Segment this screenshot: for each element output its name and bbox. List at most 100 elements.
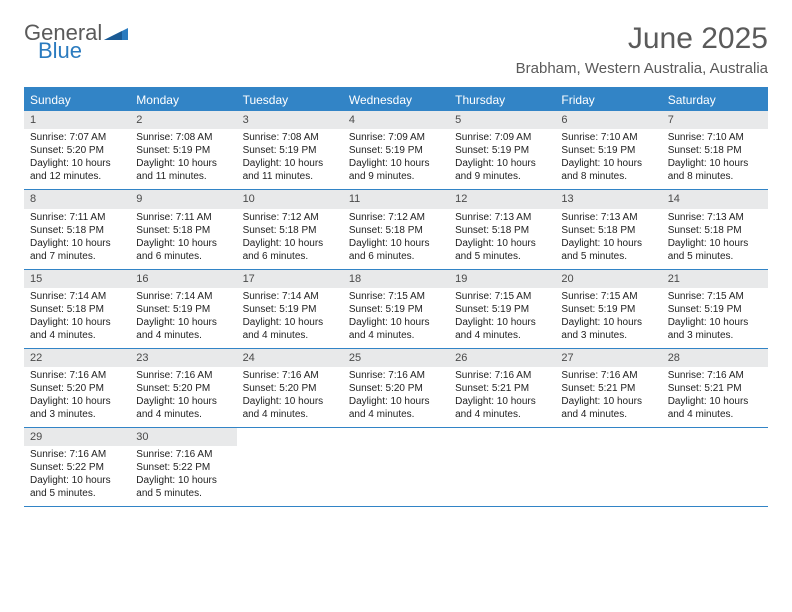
daylight-text: Daylight: 10 hours and 3 minutes. (668, 316, 762, 342)
daylight-text: Daylight: 10 hours and 6 minutes. (136, 237, 230, 263)
calendar-empty-cell (449, 428, 555, 506)
day-info: Sunrise: 7:11 AMSunset: 5:18 PMDaylight:… (130, 209, 236, 269)
calendar-day: 11Sunrise: 7:12 AMSunset: 5:18 PMDayligh… (343, 190, 449, 268)
day-number: 30 (130, 428, 236, 446)
calendar-week: 22Sunrise: 7:16 AMSunset: 5:20 PMDayligh… (24, 349, 768, 428)
day-number: 18 (343, 270, 449, 288)
calendar-day: 28Sunrise: 7:16 AMSunset: 5:21 PMDayligh… (662, 349, 768, 427)
daylight-text: Daylight: 10 hours and 9 minutes. (349, 157, 443, 183)
daylight-text: Daylight: 10 hours and 4 minutes. (30, 316, 124, 342)
day-info: Sunrise: 7:14 AMSunset: 5:18 PMDaylight:… (24, 288, 130, 348)
calendar-day: 9Sunrise: 7:11 AMSunset: 5:18 PMDaylight… (130, 190, 236, 268)
calendar-day: 2Sunrise: 7:08 AMSunset: 5:19 PMDaylight… (130, 111, 236, 189)
calendar-day: 24Sunrise: 7:16 AMSunset: 5:20 PMDayligh… (237, 349, 343, 427)
day-info: Sunrise: 7:16 AMSunset: 5:20 PMDaylight:… (343, 367, 449, 427)
sunrise-text: Sunrise: 7:07 AM (30, 131, 124, 144)
day-number: 1 (24, 111, 130, 129)
daylight-text: Daylight: 10 hours and 6 minutes. (243, 237, 337, 263)
sunset-text: Sunset: 5:20 PM (30, 382, 124, 395)
sunset-text: Sunset: 5:20 PM (136, 382, 230, 395)
calendar-week: 15Sunrise: 7:14 AMSunset: 5:18 PMDayligh… (24, 270, 768, 349)
calendar-week: 1Sunrise: 7:07 AMSunset: 5:20 PMDaylight… (24, 111, 768, 190)
sunrise-text: Sunrise: 7:16 AM (136, 448, 230, 461)
sunrise-text: Sunrise: 7:15 AM (349, 290, 443, 303)
sunrise-text: Sunrise: 7:14 AM (30, 290, 124, 303)
calendar-day: 3Sunrise: 7:08 AMSunset: 5:19 PMDaylight… (237, 111, 343, 189)
day-header-sunday: Sunday (24, 89, 130, 111)
day-header-tuesday: Tuesday (237, 89, 343, 111)
header: General Blue June 2025 Brabham, Western … (24, 22, 768, 77)
day-number: 2 (130, 111, 236, 129)
calendar-day: 26Sunrise: 7:16 AMSunset: 5:21 PMDayligh… (449, 349, 555, 427)
day-info: Sunrise: 7:16 AMSunset: 5:20 PMDaylight:… (24, 367, 130, 427)
day-number: 26 (449, 349, 555, 367)
day-info: Sunrise: 7:15 AMSunset: 5:19 PMDaylight:… (662, 288, 768, 348)
sunrise-text: Sunrise: 7:10 AM (561, 131, 655, 144)
day-info: Sunrise: 7:16 AMSunset: 5:20 PMDaylight:… (237, 367, 343, 427)
day-number: 5 (449, 111, 555, 129)
calendar-day: 15Sunrise: 7:14 AMSunset: 5:18 PMDayligh… (24, 270, 130, 348)
calendar-empty-cell (662, 428, 768, 506)
calendar-empty-cell (555, 428, 661, 506)
day-number: 29 (24, 428, 130, 446)
daylight-text: Daylight: 10 hours and 4 minutes. (455, 395, 549, 421)
day-info: Sunrise: 7:12 AMSunset: 5:18 PMDaylight:… (237, 209, 343, 269)
sunset-text: Sunset: 5:18 PM (349, 224, 443, 237)
calendar-day: 13Sunrise: 7:13 AMSunset: 5:18 PMDayligh… (555, 190, 661, 268)
day-number: 20 (555, 270, 661, 288)
day-info: Sunrise: 7:10 AMSunset: 5:19 PMDaylight:… (555, 129, 661, 189)
daylight-text: Daylight: 10 hours and 9 minutes. (455, 157, 549, 183)
calendar-day: 10Sunrise: 7:12 AMSunset: 5:18 PMDayligh… (237, 190, 343, 268)
day-number: 21 (662, 270, 768, 288)
day-info: Sunrise: 7:16 AMSunset: 5:21 PMDaylight:… (449, 367, 555, 427)
sunset-text: Sunset: 5:18 PM (455, 224, 549, 237)
daylight-text: Daylight: 10 hours and 5 minutes. (455, 237, 549, 263)
day-info: Sunrise: 7:08 AMSunset: 5:19 PMDaylight:… (130, 129, 236, 189)
calendar-day: 27Sunrise: 7:16 AMSunset: 5:21 PMDayligh… (555, 349, 661, 427)
day-info: Sunrise: 7:10 AMSunset: 5:18 PMDaylight:… (662, 129, 768, 189)
day-info: Sunrise: 7:09 AMSunset: 5:19 PMDaylight:… (343, 129, 449, 189)
day-header-friday: Friday (555, 89, 661, 111)
sunrise-text: Sunrise: 7:12 AM (349, 211, 443, 224)
calendar-day: 20Sunrise: 7:15 AMSunset: 5:19 PMDayligh… (555, 270, 661, 348)
title-block: June 2025 Brabham, Western Australia, Au… (516, 22, 768, 77)
sunrise-text: Sunrise: 7:11 AM (30, 211, 124, 224)
sunrise-text: Sunrise: 7:08 AM (136, 131, 230, 144)
sunset-text: Sunset: 5:20 PM (243, 382, 337, 395)
day-number: 14 (662, 190, 768, 208)
sunrise-text: Sunrise: 7:15 AM (561, 290, 655, 303)
sunrise-text: Sunrise: 7:16 AM (243, 369, 337, 382)
calendar-day: 30Sunrise: 7:16 AMSunset: 5:22 PMDayligh… (130, 428, 236, 506)
calendar-day: 23Sunrise: 7:16 AMSunset: 5:20 PMDayligh… (130, 349, 236, 427)
sunset-text: Sunset: 5:18 PM (30, 303, 124, 316)
daylight-text: Daylight: 10 hours and 4 minutes. (668, 395, 762, 421)
sunrise-text: Sunrise: 7:16 AM (136, 369, 230, 382)
calendar-day-header: SundayMondayTuesdayWednesdayThursdayFrid… (24, 89, 768, 111)
calendar-day: 7Sunrise: 7:10 AMSunset: 5:18 PMDaylight… (662, 111, 768, 189)
daylight-text: Daylight: 10 hours and 6 minutes. (349, 237, 443, 263)
calendar-day: 19Sunrise: 7:15 AMSunset: 5:19 PMDayligh… (449, 270, 555, 348)
sunset-text: Sunset: 5:22 PM (136, 461, 230, 474)
sunrise-text: Sunrise: 7:12 AM (243, 211, 337, 224)
calendar-day: 29Sunrise: 7:16 AMSunset: 5:22 PMDayligh… (24, 428, 130, 506)
day-info: Sunrise: 7:13 AMSunset: 5:18 PMDaylight:… (555, 209, 661, 269)
sunset-text: Sunset: 5:19 PM (243, 144, 337, 157)
sunset-text: Sunset: 5:18 PM (668, 224, 762, 237)
daylight-text: Daylight: 10 hours and 11 minutes. (136, 157, 230, 183)
calendar-day: 5Sunrise: 7:09 AMSunset: 5:19 PMDaylight… (449, 111, 555, 189)
calendar-empty-cell (237, 428, 343, 506)
daylight-text: Daylight: 10 hours and 11 minutes. (243, 157, 337, 183)
calendar-day: 22Sunrise: 7:16 AMSunset: 5:20 PMDayligh… (24, 349, 130, 427)
day-number: 3 (237, 111, 343, 129)
calendar-day: 1Sunrise: 7:07 AMSunset: 5:20 PMDaylight… (24, 111, 130, 189)
sunrise-text: Sunrise: 7:16 AM (349, 369, 443, 382)
day-info: Sunrise: 7:14 AMSunset: 5:19 PMDaylight:… (237, 288, 343, 348)
calendar-day: 17Sunrise: 7:14 AMSunset: 5:19 PMDayligh… (237, 270, 343, 348)
day-info: Sunrise: 7:08 AMSunset: 5:19 PMDaylight:… (237, 129, 343, 189)
daylight-text: Daylight: 10 hours and 4 minutes. (349, 316, 443, 342)
sunset-text: Sunset: 5:19 PM (455, 303, 549, 316)
daylight-text: Daylight: 10 hours and 3 minutes. (561, 316, 655, 342)
day-number: 13 (555, 190, 661, 208)
day-number: 15 (24, 270, 130, 288)
sunset-text: Sunset: 5:18 PM (30, 224, 124, 237)
